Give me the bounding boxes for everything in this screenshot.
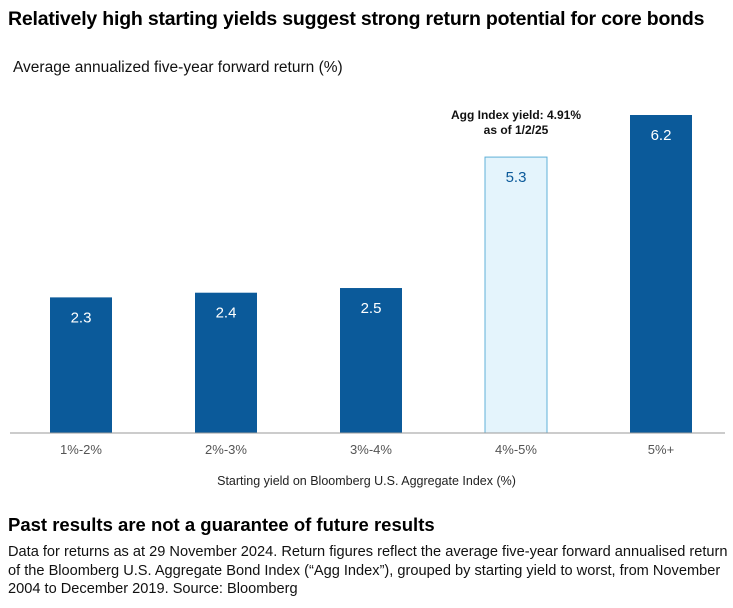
x-tick-label-4: 5%+: [648, 442, 674, 457]
disclaimer-heading: Past results are not a guarantee of futu…: [8, 514, 435, 535]
annotation-line-0: Agg Index yield: 4.91%: [451, 108, 581, 122]
data-label-4: 6.2: [651, 127, 672, 144]
data-label-1: 2.4: [216, 305, 237, 322]
bar-2: [340, 288, 402, 433]
data-label-3: 5.3: [506, 169, 527, 186]
data-label-0: 2.3: [71, 309, 92, 326]
bar-4: [630, 115, 692, 433]
x-tick-label-1: 2%-3%: [205, 442, 247, 457]
x-tick-label-0: 1%-2%: [60, 442, 102, 457]
x-tick-label-2: 3%-4%: [350, 442, 392, 457]
annotation-line-1: as of 1/2/25: [484, 123, 549, 137]
x-tick-label-3: 4%-5%: [495, 442, 537, 457]
data-label-2: 2.5: [361, 300, 382, 317]
chart-subtitle: Average annualized five-year forward ret…: [13, 59, 343, 76]
x-axis-label: Starting yield on Bloomberg U.S. Aggrega…: [217, 474, 516, 488]
bar-3: [484, 156, 548, 434]
bar-0: [50, 297, 112, 433]
bar-1: [195, 292, 257, 433]
chart-title: Relatively high starting yields suggest …: [8, 8, 705, 30]
disclaimer-body: Data for returns as at 29 November 2024.…: [8, 544, 728, 597]
bar-chart: 2.3 1%-2% 2.4 2%-3% 2.5 3%-4% 5.3 4%-5% 6.2 5%+ Ag…: [10, 108, 725, 457]
